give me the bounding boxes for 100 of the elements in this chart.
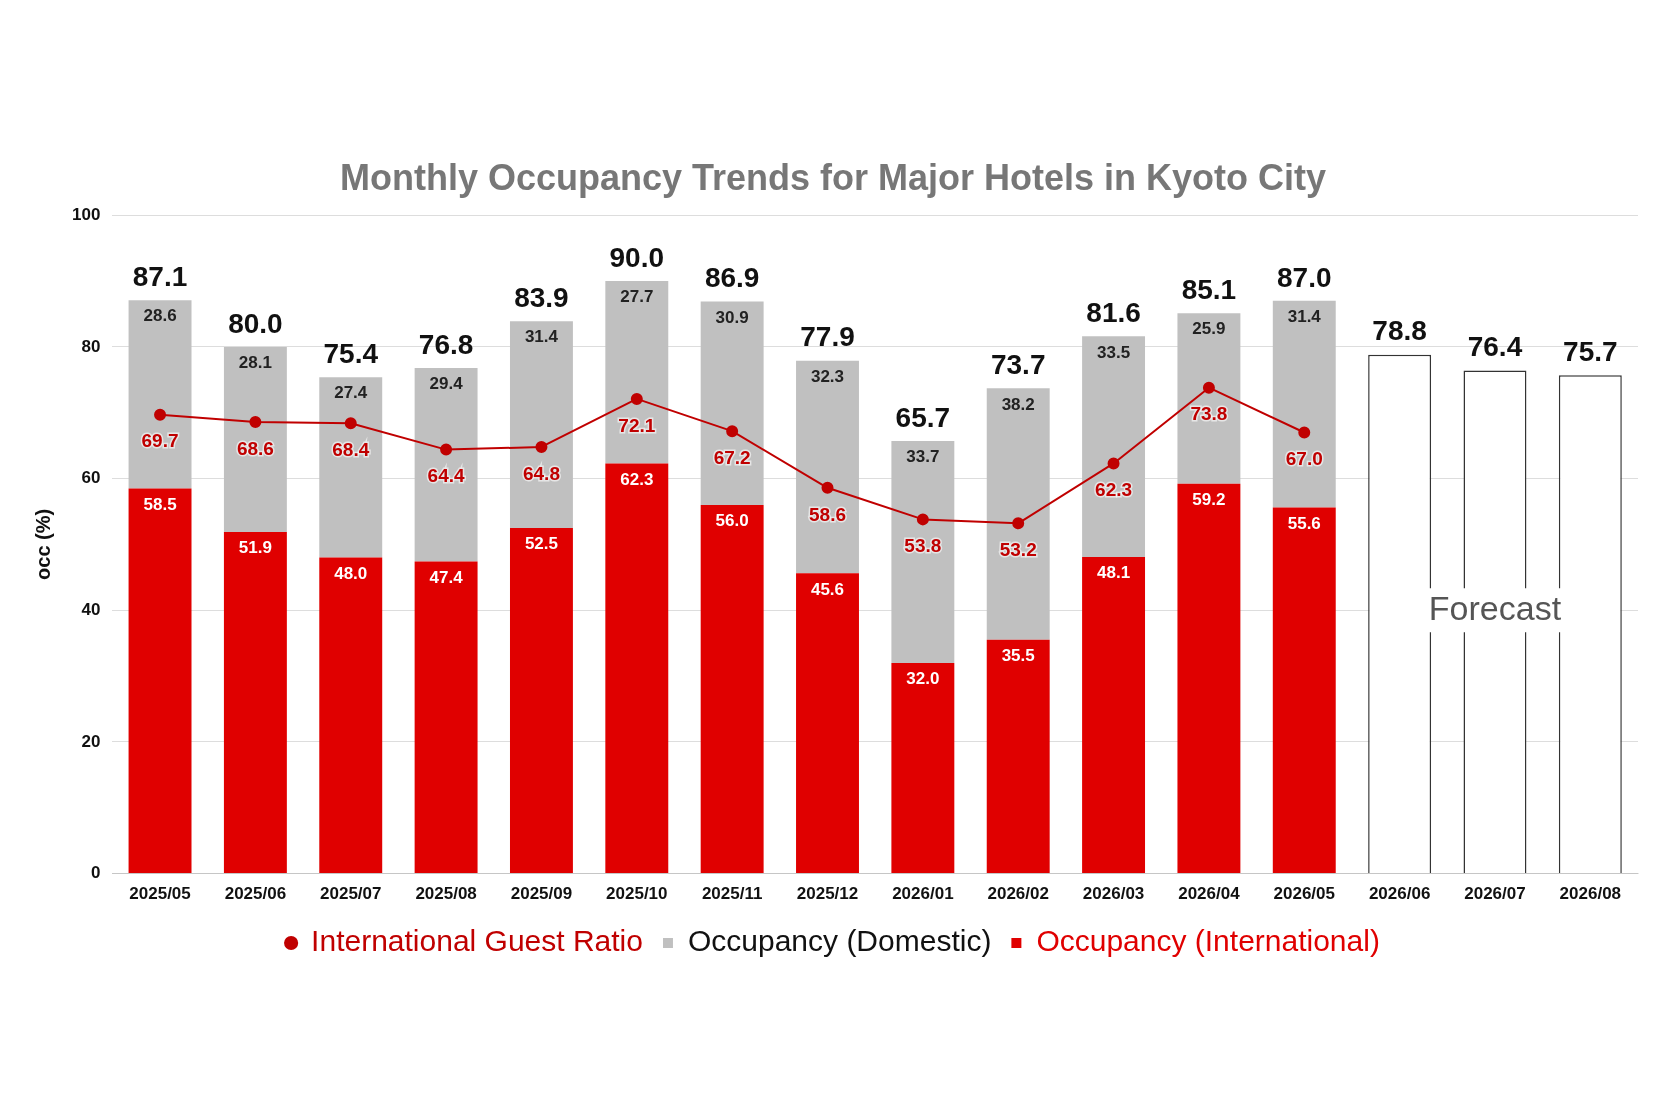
x-tick-label: 2025/07: [320, 884, 382, 904]
data-label: 31.4: [1287, 306, 1322, 326]
data-label: 48.0: [334, 563, 368, 583]
data-label: 51.9: [238, 538, 272, 558]
legend-label: Occupancy (International): [1036, 924, 1380, 958]
bar: [509, 527, 573, 874]
data-label: 27.7: [620, 287, 654, 307]
total-label: 87.1: [132, 260, 188, 292]
x-tick-label: 2026/08: [1559, 884, 1622, 904]
point: [726, 425, 739, 438]
data-label: 64.8: [522, 462, 560, 484]
point: [821, 481, 834, 494]
bar: [1272, 507, 1336, 874]
point: [535, 440, 548, 453]
data-label: 48.1: [1097, 563, 1131, 583]
x-tick-label: 2025/09: [510, 884, 573, 904]
bar: [1082, 336, 1146, 557]
data-label: 38.2: [1001, 394, 1035, 414]
total-label: 85.1: [1181, 274, 1237, 306]
x-tick-label: 2025/11: [701, 884, 763, 904]
data-label: 62.3: [1095, 479, 1133, 501]
total-label: 87.0: [1277, 261, 1332, 293]
total-label: 86.9: [704, 262, 760, 294]
x-tick-label: 2026/05: [1273, 884, 1335, 904]
y-tick-label: 0: [90, 863, 101, 883]
bar: [986, 388, 1050, 640]
bar: [509, 321, 573, 528]
total-label: 81.6: [1086, 297, 1141, 329]
bar: [319, 557, 383, 874]
data-label: 35.5: [1001, 646, 1035, 666]
data-label: 68.6: [236, 437, 274, 459]
data-label: 47.4: [429, 567, 464, 587]
data-label: 30.9: [715, 307, 749, 327]
x-tick-label: 2025/10: [606, 884, 668, 904]
annotation: Forecast: [1428, 588, 1562, 627]
bar: [414, 367, 478, 562]
bar: [1177, 483, 1241, 874]
bar: [605, 281, 669, 464]
bar: [700, 301, 764, 505]
data-label: 55.6: [1287, 513, 1321, 533]
x-tick-label: 2026/06: [1368, 884, 1431, 904]
bar: [128, 300, 192, 489]
bar: [1272, 300, 1336, 508]
total-label: 80.0: [228, 307, 283, 339]
data-label: 32.0: [906, 669, 940, 689]
bar: [796, 360, 859, 574]
data-label: 29.4: [429, 374, 464, 394]
x-tick-label: 2026/04: [1178, 884, 1241, 904]
data-label: 69.7: [141, 430, 179, 452]
data-label: 28.1: [238, 353, 272, 373]
data-label: 78.8: [1372, 315, 1427, 347]
legend-label: Occupancy (Domestic): [687, 924, 992, 958]
bar: [1082, 556, 1146, 874]
x-tick-label: 2026/07: [1464, 884, 1526, 904]
bar: [223, 346, 287, 532]
data-label: 25.9: [1192, 319, 1226, 339]
bar: [986, 639, 1050, 874]
chart-title: Monthly Occupancy Trends for Major Hotels in Kyoto City: [339, 156, 1327, 198]
data-label: 53.2: [999, 539, 1037, 561]
total-label: 76.8: [418, 328, 474, 360]
total-label: 65.7: [895, 401, 951, 433]
data-label: 76.4: [1467, 331, 1523, 363]
data-label: 73.8: [1190, 403, 1228, 425]
point: [249, 415, 262, 428]
data-label: 33.5: [1097, 342, 1131, 362]
y-tick-label: 20: [81, 731, 101, 751]
data-label: 56.0: [715, 511, 749, 531]
total-label: 73.7: [990, 349, 1046, 381]
data-label: 72.1: [618, 414, 656, 436]
data-label: 67.2: [713, 446, 751, 468]
data-label: 27.4: [334, 383, 368, 403]
data-label: 58.6: [809, 503, 846, 525]
y-tick-label: 60: [81, 468, 101, 488]
y-tick-label: 40: [81, 599, 101, 619]
point: [1202, 381, 1215, 394]
legend-label: International Guest Ratio: [311, 924, 643, 958]
x-tick-label: 2025/05: [129, 884, 191, 904]
data-label: 64.4: [427, 465, 466, 487]
bar: [414, 561, 478, 874]
data-label: 45.6: [810, 579, 845, 599]
x-tick-label: 2025/06: [224, 884, 287, 904]
bar: [1177, 313, 1241, 484]
x-tick-label: 2025/12: [796, 884, 859, 904]
point: [1012, 517, 1025, 530]
data-label: 68.4: [332, 438, 370, 460]
data-label: 75.7: [1563, 335, 1618, 367]
bar: [891, 662, 955, 874]
x-tick-label: 2026/01: [892, 884, 954, 904]
y-tick-label: 80: [81, 336, 101, 356]
total-label: 77.9: [800, 321, 855, 353]
x-tick-label: 2026/03: [1082, 884, 1145, 904]
point: [1298, 426, 1311, 439]
point: [344, 417, 357, 430]
total-label: 75.4: [323, 337, 379, 369]
y-tick-label: 100: [71, 204, 101, 224]
x-tick-label: 2026/02: [987, 884, 1049, 904]
x-tick-label: 2025/08: [415, 884, 477, 904]
point: [916, 513, 929, 526]
bar: [319, 377, 383, 558]
bar: [605, 463, 669, 874]
